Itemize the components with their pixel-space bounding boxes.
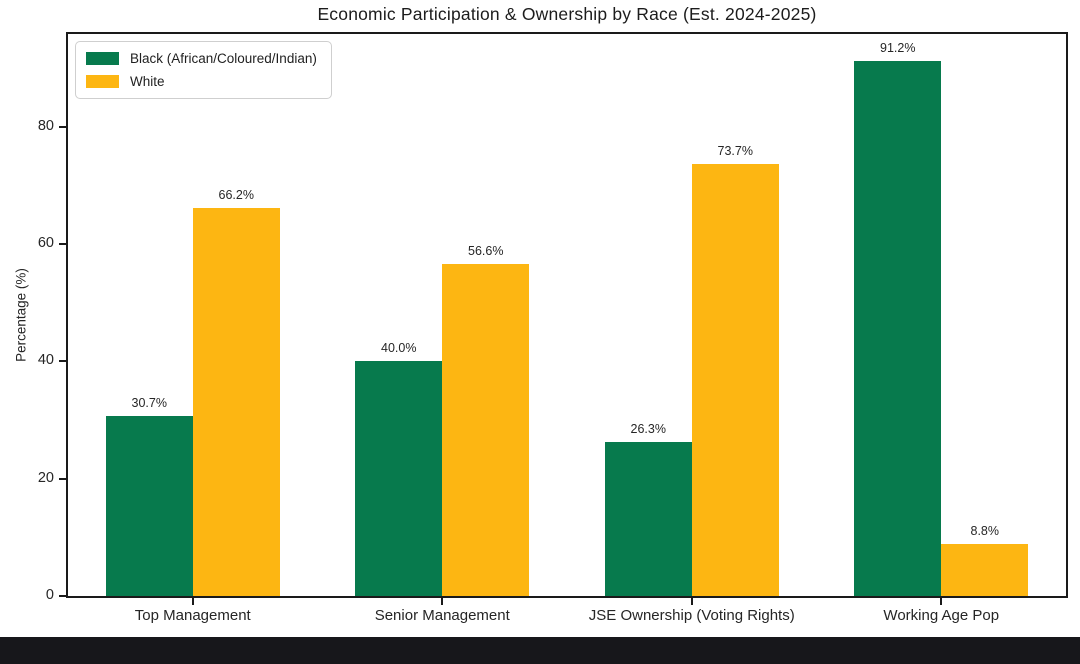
y-tick-mark bbox=[59, 125, 66, 128]
bar-black-series bbox=[355, 361, 443, 596]
x-tick-mark bbox=[940, 598, 943, 605]
x-category-label: Top Management bbox=[134, 607, 251, 624]
x-tick-mark bbox=[191, 598, 194, 605]
bar-black-series bbox=[854, 60, 942, 596]
bar-white-series bbox=[941, 544, 1029, 596]
bar-black-series bbox=[604, 441, 692, 596]
y-tick-mark bbox=[59, 243, 66, 246]
legend-item: Black (African/Coloured/Indian) bbox=[86, 51, 317, 66]
y-axis-label: Percentage (%) bbox=[13, 268, 29, 362]
bar-value-label: 66.2% bbox=[218, 187, 254, 202]
x-tick-mark bbox=[441, 598, 444, 605]
x-category-label: Senior Management bbox=[374, 607, 510, 624]
legend-item: White bbox=[86, 74, 317, 89]
chart-title: Economic Participation & Ownership by Ra… bbox=[317, 4, 817, 24]
bar-white-series bbox=[691, 163, 779, 596]
bar-value-label: 40.0% bbox=[381, 341, 417, 356]
y-tick-mark bbox=[59, 477, 66, 480]
bar-white-series bbox=[442, 263, 530, 596]
y-tick-label: 0 bbox=[45, 587, 54, 603]
y-tick-label: 80 bbox=[37, 117, 54, 134]
x-category-label: JSE Ownership (Voting Rights) bbox=[588, 607, 795, 624]
bar-value-label: 30.7% bbox=[131, 395, 167, 410]
bar-white-series bbox=[192, 207, 280, 596]
legend-swatch-icon bbox=[86, 52, 119, 65]
bar-value-label: 56.6% bbox=[468, 243, 504, 258]
legend-label: White bbox=[130, 74, 165, 89]
y-tick-mark bbox=[59, 595, 66, 597]
y-tick-label: 40 bbox=[37, 352, 54, 369]
legend-swatch-icon bbox=[86, 75, 119, 88]
bar-black-series bbox=[105, 415, 193, 596]
bar-value-label: 91.2% bbox=[880, 40, 916, 55]
x-tick-mark bbox=[690, 598, 693, 605]
legend: Black (African/Coloured/Indian) White bbox=[75, 41, 332, 99]
bar-value-label: 73.7% bbox=[717, 143, 753, 158]
bottom-black-bar bbox=[0, 637, 1080, 664]
y-tick-label: 60 bbox=[37, 235, 54, 252]
legend-label: Black (African/Coloured/Indian) bbox=[130, 51, 317, 66]
bar-value-label: 26.3% bbox=[630, 421, 666, 436]
y-tick-mark bbox=[59, 360, 66, 363]
x-category-label: Working Age Pop bbox=[883, 607, 1000, 624]
y-tick-label: 20 bbox=[37, 469, 54, 486]
bar-value-label: 8.8% bbox=[970, 524, 1000, 539]
